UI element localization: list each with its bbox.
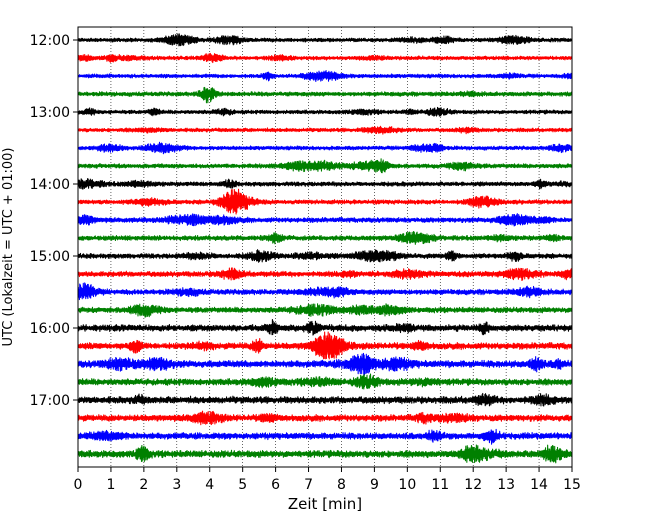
grid-lines [110, 27, 540, 467]
seismic-trace [77, 249, 573, 263]
seismic-trace [77, 303, 573, 318]
y-tick-label: 12:00 [30, 33, 70, 49]
y-axis: 12:00 13:00 14:00 15:00 16:00 17:00 [30, 33, 78, 409]
y-tick-label: 15:00 [30, 249, 70, 265]
y-axis-title: UTC (Lokalzeit = UTC + 01:00) [1, 148, 16, 347]
y-tick-label: 13:00 [30, 105, 70, 121]
seismic-trace [77, 188, 573, 215]
x-tick-label: 11 [431, 477, 449, 493]
seismic-trace [77, 33, 573, 47]
x-axis: 0 1 2 3 4 5 6 7 8 9 10 11 12 13 14 15 [74, 467, 581, 493]
x-tick-label: 5 [238, 477, 247, 493]
seismic-trace [77, 141, 573, 155]
seismic-trace [77, 444, 573, 464]
seismic-trace [77, 428, 573, 445]
trace-group [77, 33, 573, 464]
x-tick-label: 1 [106, 477, 115, 493]
seismic-trace [77, 52, 573, 64]
x-tick-label: 4 [205, 477, 214, 493]
x-tick-label: 9 [370, 477, 379, 493]
x-tick-label: 12 [464, 477, 482, 493]
x-tick-label: 3 [172, 477, 181, 493]
x-tick-label: 15 [563, 477, 581, 493]
seismic-trace [77, 352, 573, 377]
plot-frame [77, 26, 573, 468]
y-tick-label: 17:00 [30, 393, 70, 409]
x-axis-title: Zeit [min] [288, 495, 362, 513]
y-tick-label: 16:00 [30, 321, 70, 337]
seismic-trace [77, 125, 573, 135]
x-tick-label: 2 [139, 477, 148, 493]
seismic-trace [77, 231, 573, 245]
seismic-trace [77, 106, 573, 117]
seismic-trace [77, 158, 573, 174]
seismic-trace [77, 86, 573, 104]
seismic-trace [77, 267, 573, 281]
y-tick-label: 14:00 [30, 177, 70, 193]
x-tick-label: 7 [304, 477, 313, 493]
seismic-trace [77, 318, 573, 336]
x-tick-label: 8 [337, 477, 346, 493]
seismic-trace [77, 331, 573, 360]
seismic-trace [77, 213, 573, 227]
seismic-trace [77, 69, 573, 83]
x-tick-label: 13 [497, 477, 515, 493]
seismic-trace [77, 373, 573, 390]
x-tick-label: 0 [74, 477, 83, 493]
seismic-trace [77, 392, 573, 407]
x-tick-label: 14 [530, 477, 548, 493]
seismic-trace [77, 282, 573, 301]
x-tick-label: 6 [271, 477, 280, 493]
seismic-trace [77, 410, 573, 426]
x-tick-label: 10 [398, 477, 416, 493]
seismic-trace [77, 178, 573, 190]
